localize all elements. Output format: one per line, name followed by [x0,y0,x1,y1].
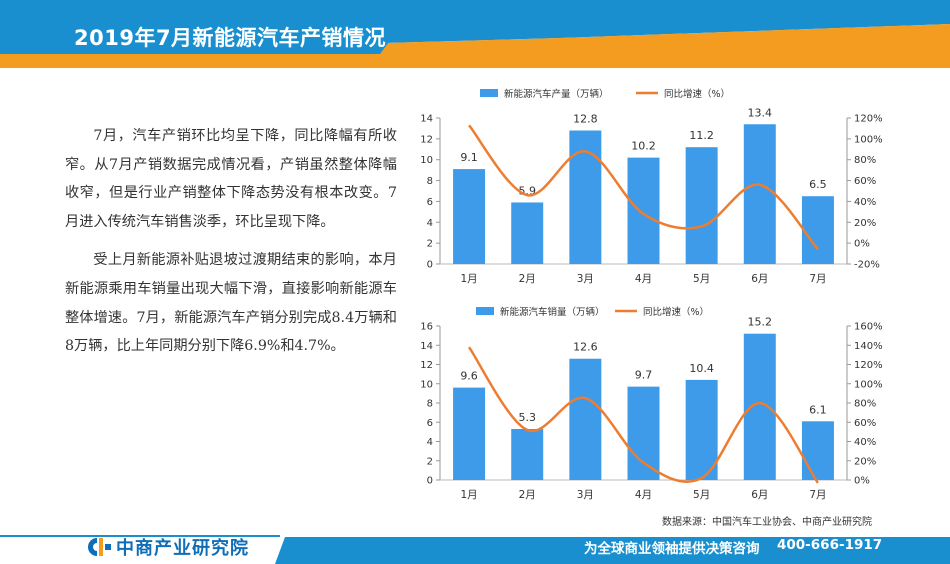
footer-band [0,535,950,564]
left-tick-label: 14 [420,341,433,352]
x-tick-label: 2月 [519,273,536,285]
left-tick-label: 4 [427,437,433,448]
right-tick-label: 40% [854,437,876,448]
x-tick-label: 1月 [460,273,477,285]
data-label: 6.1 [809,403,827,416]
company-logo: 中商产业研究院 [86,533,249,561]
data-label: 15.2 [748,316,773,329]
legend-label-bar: 新能源汽车销量（万辆） [500,306,605,318]
bar [743,333,776,480]
data-label: 9.7 [635,369,653,382]
growth-line [468,124,819,251]
right-tick-label: 100% [854,379,883,390]
x-tick-label: 3月 [577,273,594,285]
data-label: 10.4 [689,362,714,375]
logo-text: 中商产业研究院 [116,538,249,559]
data-label: 10.2 [631,140,656,153]
x-tick-label: 6月 [751,489,768,501]
right-tick-label: 60% [854,418,876,429]
bar [453,169,486,264]
bar [685,379,718,480]
page-title: 2019年7月新能源汽车产销情况 [74,26,387,50]
right-tick-label: 0% [854,239,870,250]
logo-icon [88,538,111,556]
data-label: 5.9 [518,184,536,197]
x-tick-label: 6月 [751,273,768,285]
left-tick-label: 6 [427,197,433,208]
right-tick-label: -20% [854,260,880,271]
x-tick-label: 4月 [635,489,652,501]
left-tick-label: 10 [420,155,433,166]
bar [685,147,718,264]
data-label: 12.8 [573,113,598,126]
right-tick-label: 20% [854,218,876,229]
x-tick-label: 7月 [809,489,826,501]
data-label: 11.2 [689,129,714,142]
legend-label-line: 同比增速（%） [643,306,709,318]
bar [569,130,602,264]
right-tick-label: 100% [854,134,883,145]
right-tick-label: 120% [854,360,883,371]
right-tick-label: 80% [854,155,876,166]
right-tick-label: 140% [854,341,883,352]
footer-slogan: 为全球商业领袖提供决策咨询 [584,541,760,557]
right-tick-label: 160% [854,322,883,333]
bar [743,124,776,264]
body-text: 7月，汽车产销环比均呈下降，同比降幅有所收窄。从7月产销数据完成情况看，产销虽然… [65,122,397,371]
bar [627,386,660,480]
footer-blue-band [275,537,950,564]
x-tick-label: 5月 [693,489,710,501]
left-tick-label: 2 [427,239,433,250]
x-tick-label: 3月 [577,489,594,501]
data-label: 5.3 [518,411,536,424]
right-tick-label: 120% [854,114,883,125]
left-tick-label: 14 [420,114,433,125]
data-label: 12.6 [573,341,598,354]
data-source: 数据来源：中国汽车工业协会、中商产业研究院 [662,517,872,528]
data-label: 6.5 [809,178,827,191]
bar [801,196,834,264]
left-tick-label: 0 [427,260,433,271]
header-band [0,0,950,68]
legend-label-bar: 新能源汽车产量（万辆） [504,88,609,100]
right-tick-label: 80% [854,399,876,410]
paragraph-1: 7月，汽车产销环比均呈下降，同比降幅有所收窄。从7月产销数据完成情况看，产销虽然… [65,128,397,230]
x-tick-label: 4月 [635,273,652,285]
left-tick-label: 6 [427,418,433,429]
legend-label-line: 同比增速（%） [664,88,730,100]
left-tick-label: 16 [420,322,433,333]
footer-phone: 400-666-1917 [777,537,883,553]
left-tick-label: 12 [420,134,433,145]
x-tick-label: 2月 [519,489,536,501]
x-tick-label: 1月 [460,489,477,501]
left-tick-label: 4 [427,218,433,229]
bar [569,358,602,480]
header-orange-shape [0,24,950,68]
x-tick-label: 7月 [809,273,826,285]
bar [453,387,486,480]
left-tick-label: 2 [427,456,433,467]
bar [627,157,660,264]
right-tick-label: 0% [854,476,870,487]
left-tick-label: 10 [420,379,433,390]
left-tick-label: 8 [427,176,433,187]
data-label: 9.1 [460,151,478,164]
bar [511,202,544,264]
legend-swatch-bar [476,307,494,315]
growth-line [468,346,819,484]
left-tick-label: 12 [420,360,433,371]
bar [801,421,834,480]
data-label: 9.6 [460,370,478,383]
left-tick-label: 0 [427,476,433,487]
right-tick-label: 60% [854,176,876,187]
header-title-band [0,0,420,54]
data-label: 13.4 [748,106,773,119]
bar [511,428,544,480]
left-tick-label: 8 [427,399,433,410]
right-tick-label: 40% [854,197,876,208]
paragraph-2: 受上月新能源补贴退坡过渡期结束的影响，本月新能源乘用车销量出现大幅下滑，直接影响… [65,252,397,355]
x-tick-label: 5月 [693,273,710,285]
legend-swatch-bar [480,89,498,97]
right-tick-label: 20% [854,456,876,467]
